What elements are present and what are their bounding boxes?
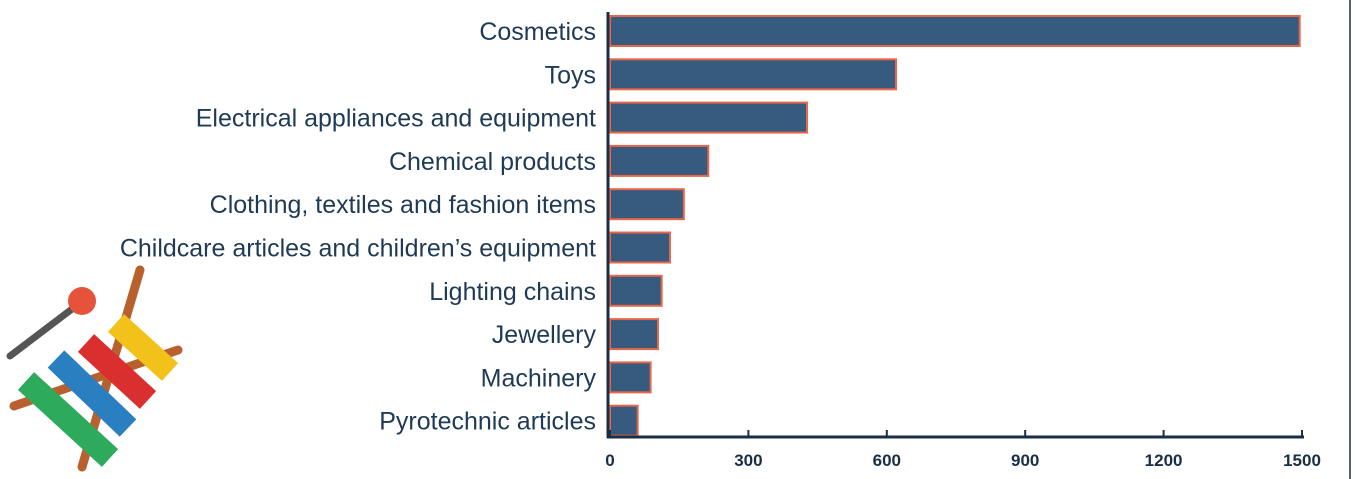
x-tick-label: 900 [1011,451,1039,470]
category-label: Machinery [481,364,597,392]
bar-0 [609,15,1301,47]
category-label: Clothing, textiles and fashion items [210,191,596,219]
x-tick-label: 1200 [1145,451,1183,470]
category-label: Lighting chains [429,278,596,306]
bar-3 [609,144,710,177]
bar-1 [609,58,898,91]
x-tick-label: 0 [605,451,614,470]
x-tick-label: 300 [734,451,762,470]
category-label: Childcare articles and children’s equipm… [120,235,596,263]
bar-4 [609,188,685,221]
bar-9 [609,404,639,437]
category-label: Jewellery [492,321,597,349]
category-label: Pyrotechnic articles [379,408,596,436]
category-label: Chemical products [389,148,596,176]
x-axis-ticks: 0 300 600 900 1200 1500 [605,430,1321,470]
bar-6 [609,274,663,307]
category-labels: Cosmetics Toys Electrical appliances and e… [120,18,597,436]
bar-2 [609,101,808,134]
category-label: Cosmetics [479,18,596,46]
x-tick-label: 600 [873,451,901,470]
bars-group [609,15,1301,437]
xylophone-icon [6,265,183,472]
bar-7 [609,318,659,351]
category-label: Electrical appliances and equipment [196,105,596,133]
x-tick-label: 1500 [1283,451,1321,470]
category-label: Toys [545,61,596,89]
bar-5 [609,231,671,264]
bar-8 [609,361,652,394]
